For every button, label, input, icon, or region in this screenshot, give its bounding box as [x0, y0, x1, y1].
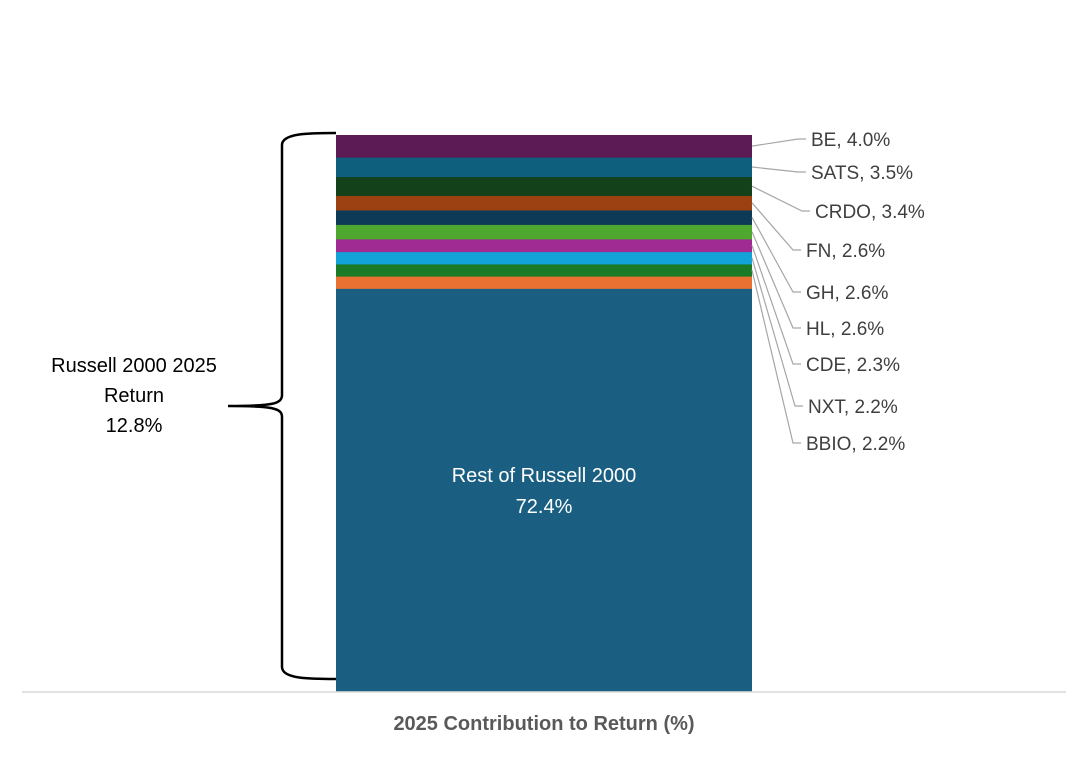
bar-segment-hl [336, 224, 752, 240]
x-axis-title: 2025 Contribution to Return (%) [393, 713, 694, 735]
leader-line-crdo [751, 185, 810, 212]
bar-segment-fn [336, 195, 752, 211]
data-label-bbio: BBIO, 2.2% [806, 434, 905, 455]
leader-line-nxt [751, 257, 803, 407]
data-label-fn: FN, 2.6% [806, 241, 885, 262]
leader-line-bbio [751, 269, 801, 444]
brace-label-line-2: Return [104, 385, 164, 407]
bar-segment-orange [336, 276, 752, 289]
brace-label-line-3: 12.8% [106, 415, 163, 437]
bar-stack [336, 135, 752, 692]
leader-line-sats [751, 166, 806, 173]
inner-label-value: 72.4% [516, 496, 573, 518]
data-label-be: BE, 4.0% [811, 130, 890, 151]
bar-segment-rest-of-russell-2000 [336, 288, 752, 692]
bar-segment-cde [336, 238, 752, 253]
data-label-hl: HL, 2.6% [806, 319, 884, 340]
leader-line-hl [751, 231, 801, 329]
bar-segment-gh [336, 210, 752, 225]
bar-segment-bbio [336, 263, 752, 277]
data-label-nxt: NXT, 2.2% [808, 397, 898, 418]
leader-line-cde [751, 245, 801, 365]
leader-line-fn [751, 202, 801, 251]
bar-segment-be [336, 135, 752, 158]
leader-line-gh [751, 217, 801, 293]
bar-segment-crdo [336, 176, 752, 196]
data-label-sats: SATS, 3.5% [811, 163, 913, 184]
data-label-cde: CDE, 2.3% [806, 355, 900, 376]
data-label-gh: GH, 2.6% [806, 283, 888, 304]
data-label-crdo: CRDO, 3.4% [815, 202, 925, 223]
leader-line-be [751, 138, 806, 147]
bar-segment-nxt [336, 251, 752, 265]
bar-segment-sats [336, 157, 752, 178]
inner-label-name: Rest of Russell 2000 [452, 465, 637, 487]
brace-label-line-1: Russell 2000 2025 [51, 355, 217, 377]
segment-labels: Rest of Russell 2000 72.4% BE, 4.0% SATS, 3… [452, 130, 925, 518]
leader-lines [751, 138, 810, 444]
total-return-brace [227, 131, 337, 681]
